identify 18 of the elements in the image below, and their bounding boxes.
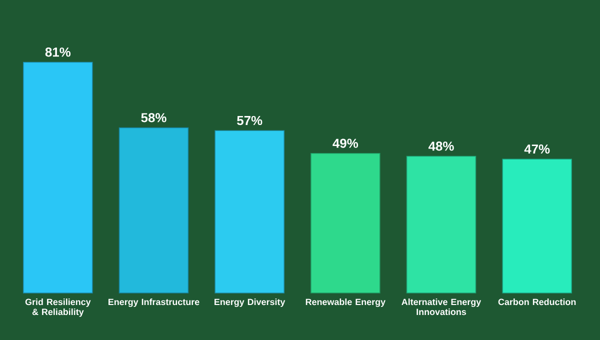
- data-label: 57%: [237, 116, 262, 126]
- bar: [23, 62, 93, 294]
- x-tick-label: Energy Infrastructure: [108, 298, 200, 307]
- bar: [118, 127, 189, 294]
- data-label: 48%: [428, 142, 454, 151]
- x-tick-label: Carbon Reduction: [498, 298, 576, 306]
- data-label: 47%: [524, 144, 550, 154]
- x-tick-label: Energy Diversity: [214, 298, 286, 307]
- bar: [406, 156, 476, 294]
- data-label: 81%: [45, 48, 71, 57]
- bar: [310, 153, 380, 294]
- data-label: 49%: [332, 138, 358, 148]
- x-tick-label: Alternative Energy Innovations: [402, 298, 482, 316]
- x-tick-label: Grid Resiliency & Reliability: [25, 298, 91, 317]
- data-label: 58%: [141, 113, 166, 122]
- bar: [502, 158, 572, 294]
- x-tick-label: Renewable Energy: [306, 298, 386, 307]
- bar: [214, 130, 284, 294]
